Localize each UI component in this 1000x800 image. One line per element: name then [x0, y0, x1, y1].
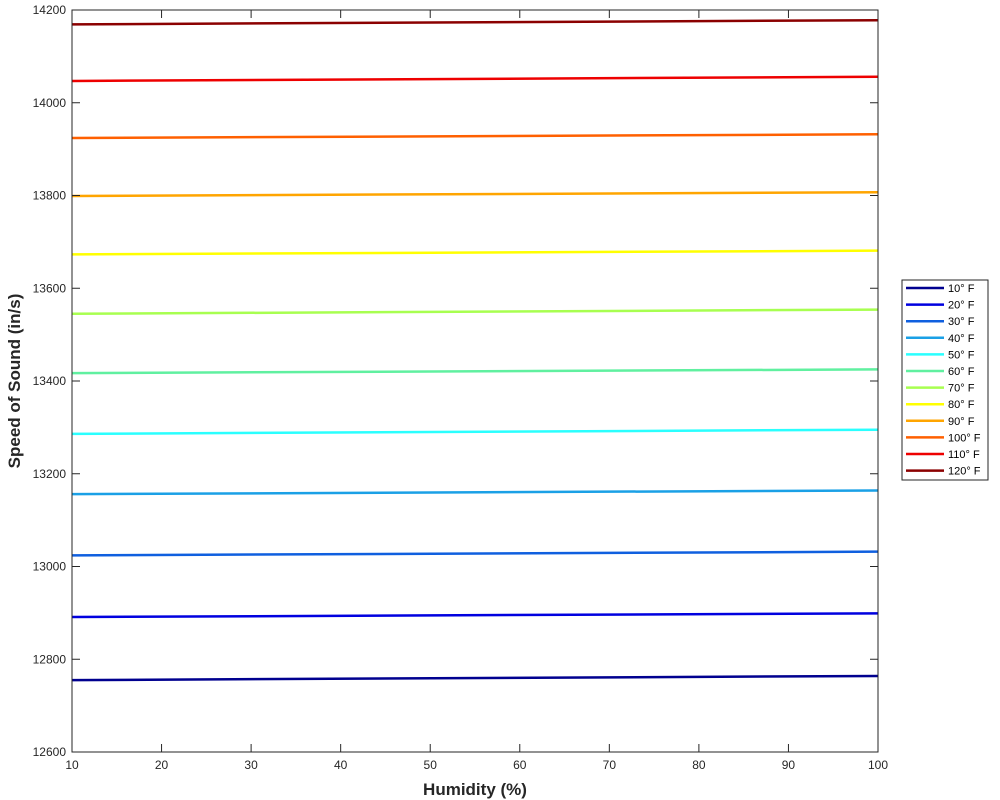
series-line [71, 75, 879, 83]
series-line [71, 368, 879, 375]
y-tick-label: 14000 [33, 96, 67, 110]
y-tick-label: 12800 [33, 652, 67, 666]
x-axis-label: Humidity (%) [423, 780, 527, 799]
legend-box [901, 279, 989, 481]
legend-label: 10° F [948, 283, 975, 295]
legend-label: 70° F [948, 383, 975, 395]
y-axis: 12600 12800 13000 13200 13400 13600 13800 14000… [33, 3, 878, 759]
x-tick-label: 70 [603, 758, 617, 772]
legend-label: 100° F [948, 432, 981, 444]
x-tick-label: 80 [692, 758, 706, 772]
y-axis-label: Speed of Sound (in/s) [5, 294, 24, 469]
series-line [71, 18, 879, 26]
series-line [71, 550, 879, 557]
series-line [71, 428, 879, 436]
y-tick-label: 13400 [33, 374, 67, 388]
legend-label: 80° F [948, 399, 975, 411]
series-line [71, 191, 879, 198]
x-tick-label: 40 [334, 758, 348, 772]
x-tick-label: 20 [155, 758, 169, 772]
y-tick-label: 13200 [33, 467, 67, 481]
x-tick-label: 50 [424, 758, 438, 772]
legend-label: 40° F [948, 333, 975, 345]
x-tick-label: 90 [782, 758, 796, 772]
legend-label: 30° F [948, 316, 975, 328]
series-line [71, 489, 879, 496]
x-tick-label: 30 [244, 758, 258, 772]
legend-label: 120° F [948, 466, 981, 478]
legend-label: 60° F [948, 366, 975, 378]
series-line [71, 133, 879, 140]
y-tick-label: 14200 [33, 3, 67, 17]
x-axis: 10 20 30 40 50 60 70 80 90 100 [65, 10, 888, 772]
series-layer [71, 18, 879, 682]
y-tick-label: 13600 [33, 281, 67, 295]
series-line [71, 249, 879, 256]
plot-area [72, 10, 878, 752]
y-tick-label: 12600 [33, 745, 67, 759]
series-line [71, 612, 879, 619]
x-tick-label: 10 [65, 758, 79, 772]
legend-label: 20° F [948, 300, 975, 312]
y-tick-label: 13800 [33, 189, 67, 203]
legend-label: 110° F [948, 449, 980, 461]
legend: 10° F 20° F 30° F 40° F 50° F 60° F 70° F 80° F… [901, 279, 989, 481]
series-line [71, 308, 879, 316]
x-tick-label: 100 [868, 758, 888, 772]
series-line [71, 674, 879, 682]
y-tick-label: 13000 [33, 560, 67, 574]
x-tick-label: 60 [513, 758, 527, 772]
legend-label: 50° F [948, 349, 975, 361]
legend-label: 90° F [948, 416, 975, 428]
